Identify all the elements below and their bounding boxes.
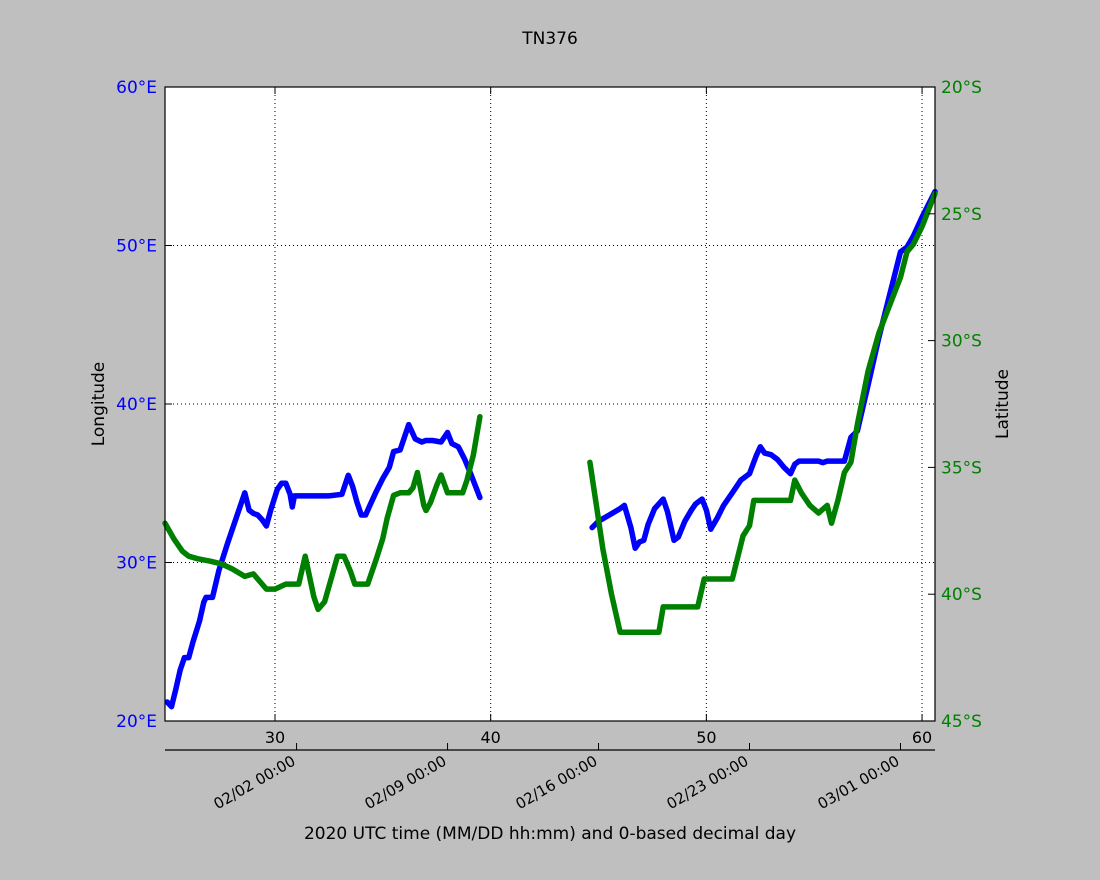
date-tick-label: 02/16 00:00: [513, 752, 601, 813]
latitude-line: [162, 413, 483, 613]
left-tick-label: 40°E: [116, 395, 157, 415]
right-axis: 45°S 40°S 35°S 30°S 25°S 20°S: [928, 78, 982, 732]
date-tick-label: 02/23 00:00: [663, 752, 751, 813]
x-tick-label: 30: [265, 728, 285, 747]
date-tick-label: 02/02 00:00: [211, 752, 299, 813]
x-axis-label: 2020 UTC time (MM/DD hh:mm) and 0-based …: [304, 824, 796, 844]
x-tick-label: 50: [696, 728, 716, 747]
x-tick-label: 40: [481, 728, 501, 747]
x-tick-label: 60: [912, 728, 932, 747]
left-tick-label: 60°E: [116, 78, 157, 98]
left-axis-label: Longitude: [89, 362, 109, 447]
series-layer: [162, 188, 938, 710]
latitude-line: [587, 190, 938, 635]
right-axis-label: Latitude: [993, 369, 1013, 439]
left-tick-label: 30°E: [116, 554, 157, 574]
plot-area: [162, 86, 938, 722]
date-axis: 02/02 00:00 02/09 00:00 02/16 00:00 02/23 0…: [211, 743, 902, 813]
x-axis: 30 40 50 60: [265, 87, 932, 747]
left-tick-label: 20°E: [116, 712, 157, 732]
longitude-line: [164, 421, 483, 710]
right-tick-label: 20°S: [941, 78, 982, 98]
date-tick-label: 03/01 00:00: [814, 752, 902, 813]
right-tick-label: 40°S: [941, 585, 982, 605]
left-axis: 20°E 30°E 40°E 50°E 60°E: [116, 78, 172, 732]
right-tick-label: 30°S: [941, 332, 982, 352]
right-tick-label: 25°S: [941, 205, 982, 225]
right-tick-label: 35°S: [941, 458, 982, 478]
date-tick-label: 02/09 00:00: [362, 752, 450, 813]
left-tick-label: 50°E: [116, 237, 157, 257]
chart-title: TN376: [521, 29, 578, 49]
grid: [165, 87, 935, 721]
right-tick-label: 45°S: [941, 712, 982, 732]
